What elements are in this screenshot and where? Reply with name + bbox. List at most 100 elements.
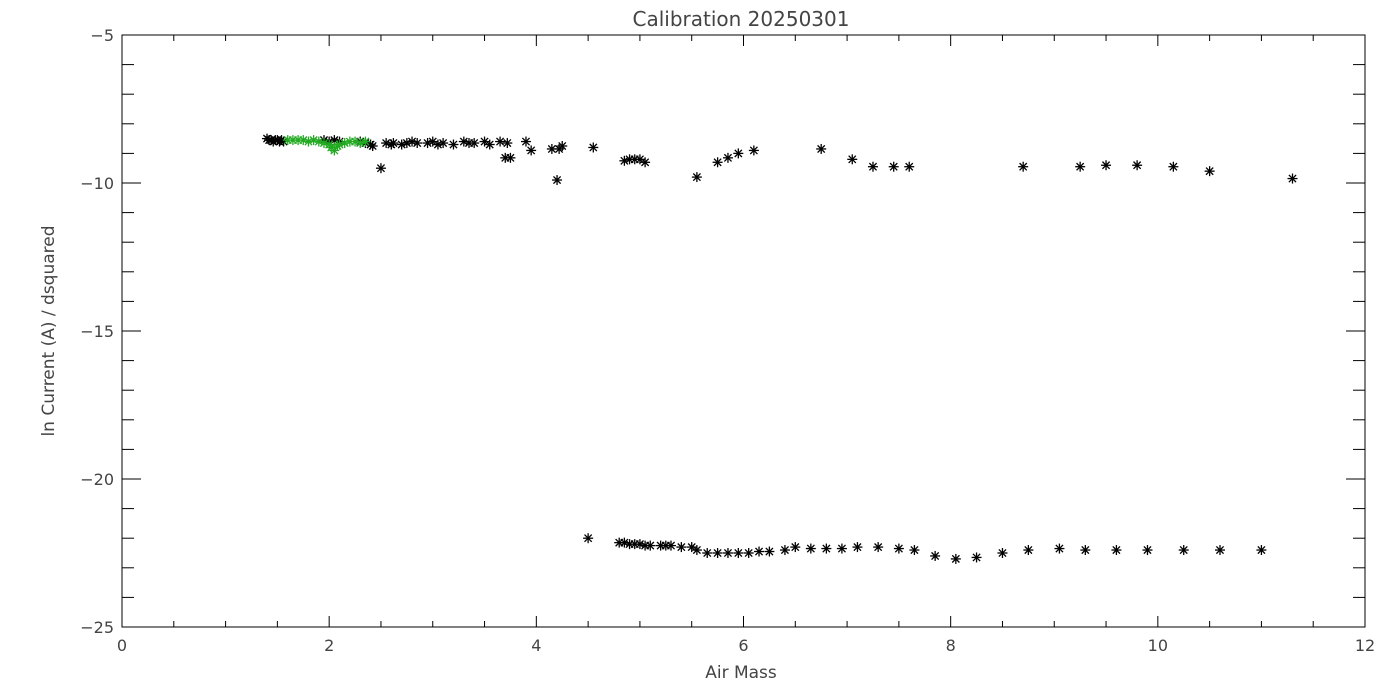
- data-point: [388, 138, 399, 149]
- data-point: [438, 138, 449, 149]
- data-point: [816, 143, 827, 154]
- data-point: [350, 136, 361, 147]
- data-point: [904, 161, 915, 172]
- data-point: [1018, 161, 1029, 172]
- marker-stroke: [1257, 545, 1266, 555]
- marker-stroke: [413, 138, 422, 148]
- data-point: [640, 157, 651, 168]
- marker-stroke: [1055, 544, 1064, 553]
- marker-stroke: [1288, 174, 1297, 183]
- marker-stroke: [1179, 545, 1188, 555]
- marker-stroke: [905, 162, 914, 171]
- data-point: [893, 543, 904, 554]
- chart-title: Calibration 20250301: [633, 7, 850, 31]
- data-point: [805, 543, 816, 554]
- data-point: [847, 154, 858, 165]
- marker-stroke: [547, 144, 556, 154]
- data-point: [1080, 545, 1091, 556]
- marker-stroke: [754, 547, 764, 556]
- data-point: [691, 545, 702, 556]
- data-point: [779, 545, 790, 556]
- marker-stroke: [506, 153, 515, 162]
- marker-stroke: [853, 543, 862, 552]
- marker-stroke: [713, 548, 722, 558]
- marker-stroke: [910, 545, 919, 555]
- marker-stroke: [1169, 162, 1178, 171]
- x-tick-label: 0: [117, 636, 127, 655]
- data-point: [479, 136, 490, 147]
- data-point: [852, 542, 863, 553]
- data-point: [588, 142, 599, 153]
- marker-stroke: [635, 155, 644, 164]
- marker-stroke: [1101, 161, 1111, 170]
- data-point: [303, 136, 314, 147]
- marker-stroke: [485, 140, 494, 149]
- data-point: [422, 138, 433, 149]
- marker-stroke: [459, 137, 468, 146]
- x-tick-label: 6: [738, 636, 748, 655]
- marker-stroke: [1133, 161, 1142, 170]
- data-point: [971, 552, 982, 563]
- marker-stroke: [340, 138, 349, 148]
- marker-stroke: [620, 538, 629, 547]
- marker-stroke: [389, 138, 398, 148]
- data-point: [1101, 160, 1112, 171]
- marker-stroke: [402, 138, 411, 148]
- x-tick-label: 8: [946, 636, 956, 655]
- marker-stroke: [806, 544, 815, 553]
- marker-stroke: [521, 137, 531, 146]
- data-point: [1075, 161, 1086, 172]
- axis-ticks: [121, 34, 1366, 628]
- data-point: [1168, 161, 1179, 172]
- marker-stroke: [428, 137, 437, 146]
- marker-stroke: [666, 541, 676, 550]
- marker-stroke: [822, 544, 831, 553]
- marker-stroke: [1205, 167, 1214, 176]
- marker-stroke: [723, 548, 733, 558]
- marker-stroke: [558, 141, 567, 151]
- marker-stroke: [687, 543, 696, 552]
- data-point: [930, 550, 941, 561]
- marker-stroke: [931, 551, 940, 561]
- marker-stroke: [874, 543, 883, 552]
- marker-stroke: [356, 138, 365, 148]
- marker-stroke: [496, 137, 505, 146]
- marker-stroke: [972, 553, 981, 562]
- marker-stroke: [749, 146, 758, 155]
- data-point: [888, 161, 899, 172]
- data-point: [836, 543, 847, 554]
- marker-stroke: [335, 140, 344, 149]
- data-point: [412, 138, 423, 149]
- marker-stroke: [552, 175, 562, 185]
- data-point: [764, 546, 775, 557]
- data-point: [1132, 160, 1143, 171]
- marker-stroke: [734, 149, 743, 158]
- marker-stroke: [584, 534, 593, 543]
- marker-stroke: [527, 146, 536, 155]
- marker-stroke: [351, 137, 360, 146]
- data-point: [1214, 545, 1225, 556]
- data-point: [676, 542, 687, 553]
- marker-stroke: [646, 541, 655, 550]
- marker-stroke: [433, 140, 442, 149]
- data-point: [552, 175, 563, 186]
- marker-stroke: [1024, 545, 1033, 555]
- data-point: [1204, 166, 1215, 177]
- data-point: [1142, 545, 1153, 556]
- marker-stroke: [744, 548, 753, 558]
- marker-stroke: [723, 153, 733, 162]
- data-point: [950, 553, 961, 564]
- marker-stroke: [889, 162, 898, 171]
- y-tick-label: −15: [80, 322, 114, 341]
- marker-stroke: [692, 173, 701, 182]
- marker-stroke: [692, 545, 701, 555]
- y-tick-label: −5: [90, 26, 114, 45]
- marker-stroke: [319, 138, 329, 148]
- data-point: [691, 172, 702, 183]
- marker-stroke: [1215, 545, 1225, 555]
- x-tick-label: 2: [324, 636, 334, 655]
- data-point: [748, 145, 759, 156]
- marker-stroke: [368, 141, 377, 151]
- marker-stroke: [780, 545, 789, 555]
- data-point: [909, 545, 920, 556]
